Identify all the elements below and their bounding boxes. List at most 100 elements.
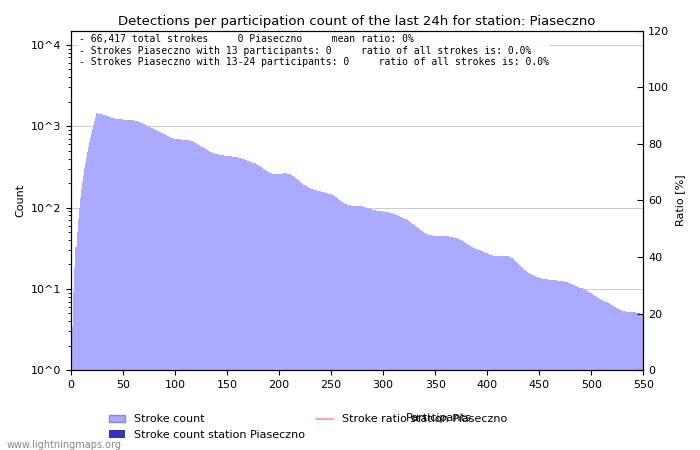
Bar bbox=[267, 171, 268, 450]
Bar bbox=[279, 174, 281, 450]
Bar bbox=[275, 174, 276, 450]
Bar bbox=[347, 205, 349, 450]
Bar bbox=[190, 141, 191, 450]
Bar bbox=[461, 240, 462, 450]
Bar bbox=[314, 189, 315, 450]
Bar bbox=[206, 150, 208, 450]
Bar bbox=[495, 256, 496, 450]
Bar bbox=[592, 294, 593, 450]
Bar bbox=[626, 311, 627, 450]
Bar bbox=[526, 271, 527, 450]
Bar bbox=[292, 176, 293, 450]
Bar bbox=[304, 185, 306, 450]
Bar bbox=[582, 289, 584, 450]
Bar bbox=[209, 151, 210, 450]
Bar bbox=[308, 187, 309, 450]
Bar bbox=[132, 120, 133, 450]
Bar bbox=[446, 236, 447, 450]
Y-axis label: Count: Count bbox=[15, 184, 25, 217]
Bar bbox=[116, 119, 117, 450]
Bar bbox=[542, 279, 543, 450]
Bar bbox=[514, 260, 515, 450]
Bar bbox=[621, 310, 622, 450]
Bar bbox=[71, 367, 72, 450]
Bar bbox=[580, 288, 582, 450]
Bar bbox=[263, 169, 264, 450]
Bar bbox=[388, 212, 389, 450]
Bar bbox=[624, 311, 625, 450]
Bar bbox=[456, 238, 458, 450]
Bar bbox=[161, 133, 162, 450]
Bar bbox=[629, 312, 631, 450]
Bar bbox=[541, 278, 542, 450]
Bar bbox=[191, 141, 192, 450]
Bar bbox=[88, 147, 89, 450]
Bar bbox=[641, 314, 642, 450]
Bar bbox=[223, 155, 225, 450]
Bar bbox=[153, 129, 155, 450]
Bar bbox=[362, 207, 363, 450]
Bar bbox=[411, 223, 412, 450]
Bar bbox=[148, 126, 149, 450]
Bar bbox=[181, 140, 182, 450]
Bar bbox=[539, 278, 540, 450]
Bar bbox=[72, 328, 74, 450]
Bar bbox=[94, 121, 95, 450]
Bar bbox=[197, 144, 198, 450]
Bar bbox=[354, 206, 356, 450]
Bar bbox=[515, 261, 516, 450]
Bar bbox=[319, 191, 320, 450]
Bar bbox=[332, 195, 334, 450]
Bar bbox=[247, 161, 248, 450]
Bar bbox=[596, 297, 597, 450]
Bar bbox=[320, 191, 321, 450]
Bar bbox=[218, 154, 219, 450]
Bar bbox=[554, 280, 556, 450]
Bar bbox=[599, 299, 600, 450]
Bar bbox=[172, 138, 174, 450]
Bar bbox=[510, 257, 511, 450]
Bar bbox=[189, 140, 190, 450]
Bar bbox=[208, 151, 209, 450]
Legend: Stroke count, Stroke count station Piaseczno, Stroke ratio station Piaseczno: Stroke count, Stroke count station Piase… bbox=[104, 410, 512, 445]
Bar bbox=[535, 276, 536, 450]
Bar bbox=[538, 278, 539, 450]
Bar bbox=[266, 171, 267, 450]
Bar bbox=[95, 117, 97, 450]
Bar bbox=[493, 256, 494, 450]
Bar bbox=[238, 158, 239, 450]
Bar bbox=[211, 152, 212, 450]
Bar bbox=[631, 312, 633, 450]
Bar bbox=[383, 212, 384, 450]
Bar bbox=[244, 159, 245, 450]
Bar bbox=[595, 296, 596, 450]
Bar bbox=[517, 263, 518, 450]
Bar bbox=[295, 178, 296, 450]
Bar bbox=[115, 119, 116, 450]
Bar bbox=[475, 248, 476, 450]
Bar bbox=[618, 309, 619, 450]
Bar bbox=[134, 121, 135, 450]
Bar bbox=[240, 158, 241, 450]
Bar bbox=[102, 115, 104, 450]
Bar bbox=[460, 239, 461, 450]
Bar bbox=[199, 145, 200, 450]
Bar bbox=[166, 135, 167, 450]
Bar bbox=[533, 276, 535, 450]
Bar bbox=[416, 227, 417, 450]
Bar bbox=[167, 136, 168, 450]
Bar bbox=[237, 158, 238, 450]
Bar bbox=[433, 236, 435, 450]
Bar bbox=[518, 264, 519, 450]
Bar bbox=[617, 308, 618, 450]
Bar bbox=[494, 256, 495, 450]
Bar bbox=[155, 130, 157, 450]
Bar bbox=[614, 306, 615, 450]
Bar bbox=[430, 235, 432, 450]
Bar bbox=[110, 117, 111, 450]
Bar bbox=[420, 230, 421, 450]
Bar bbox=[439, 236, 440, 450]
Bar bbox=[489, 254, 490, 450]
Bar bbox=[396, 215, 397, 450]
Bar bbox=[620, 310, 621, 450]
